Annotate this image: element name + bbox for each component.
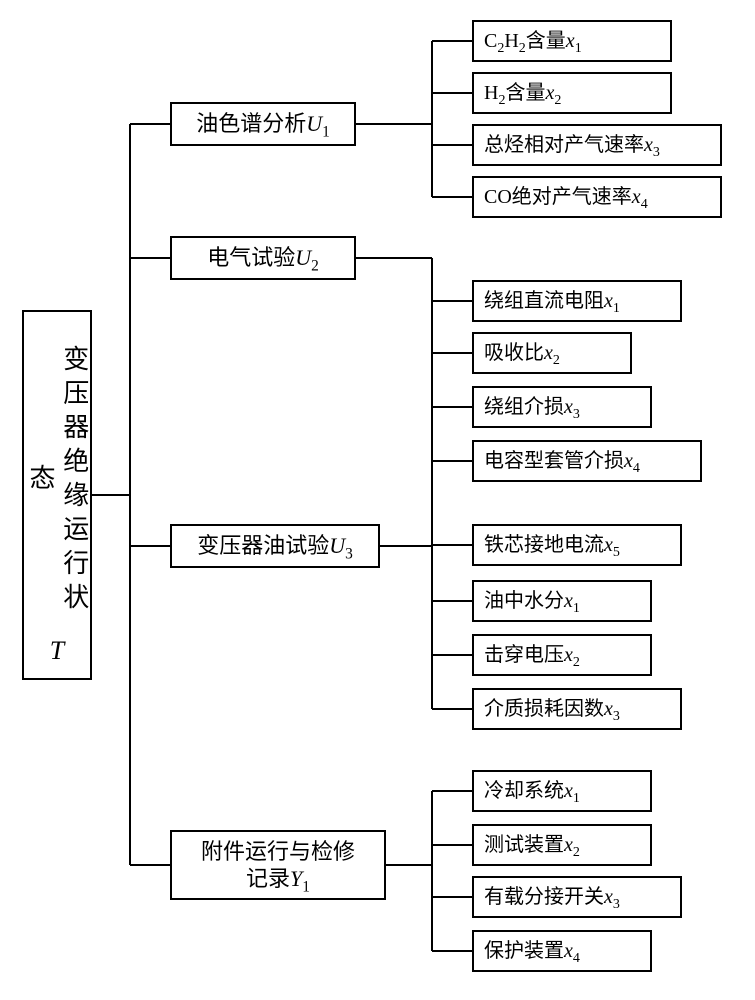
leaf-node-U1-1: H2含量x2 <box>472 72 672 114</box>
leaf-label: CO绝对产气速率x4 <box>484 184 648 210</box>
leaf-node-U2-4: 绕组直流电阻x1 <box>472 280 682 322</box>
leaf-node-Y1-13: 测试装置x2 <box>472 824 652 866</box>
leaf-node-U3-9: 油中水分x1 <box>472 580 652 622</box>
leaf-label: 绕组直流电阻x1 <box>484 288 620 314</box>
leaf-label: 绕组介损x3 <box>484 394 580 420</box>
leaf-label: 吸收比x2 <box>484 340 560 366</box>
leaf-node-U1-2: 总烃相对产气速率x3 <box>472 124 722 166</box>
leaf-node-U2-8: 铁芯接地电流x5 <box>472 524 682 566</box>
leaf-node-U3-11: 介质损耗因数x3 <box>472 688 682 730</box>
leaf-label: 击穿电压x2 <box>484 642 580 668</box>
leaf-label: H2含量x2 <box>484 80 561 106</box>
root-node: 变压器绝缘运行状态 T <box>22 310 92 680</box>
leaf-label: 铁芯接地电流x5 <box>484 532 620 558</box>
leaf-node-U1-0: C2H2含量x1 <box>472 20 672 62</box>
leaf-label: 总烃相对产气速率x3 <box>484 132 660 158</box>
leaf-label: 测试装置x2 <box>484 832 580 858</box>
leaf-label: 介质损耗因数x3 <box>484 696 620 722</box>
leaf-node-U3-10: 击穿电压x2 <box>472 634 652 676</box>
leaf-node-U2-7: 电容型套管介损x4 <box>472 440 702 482</box>
root-symbol: T <box>50 634 64 668</box>
mid-node-U2: 电气试验U2 <box>170 236 356 280</box>
mid-label: 油色谱分析U1 <box>196 110 330 139</box>
leaf-node-U1-3: CO绝对产气速率x4 <box>472 176 722 218</box>
leaf-node-U2-5: 吸收比x2 <box>472 332 632 374</box>
leaf-label: C2H2含量x1 <box>484 28 582 54</box>
root-label: 变压器绝缘运行状态 <box>23 332 91 630</box>
mid-label: 附件运行与检修记录Y1 <box>201 838 355 893</box>
leaf-node-U2-6: 绕组介损x3 <box>472 386 652 428</box>
leaf-label: 保护装置x4 <box>484 938 580 964</box>
leaf-node-Y1-14: 有载分接开关x3 <box>472 876 682 918</box>
leaf-label: 油中水分x1 <box>484 588 580 614</box>
leaf-node-Y1-15: 保护装置x4 <box>472 930 652 972</box>
mid-node-Y1: 附件运行与检修记录Y1 <box>170 830 386 900</box>
leaf-label: 有载分接开关x3 <box>484 884 620 910</box>
mid-label: 电气试验U2 <box>207 244 319 273</box>
mid-label: 变压器油试验U3 <box>197 532 353 561</box>
leaf-node-Y1-12: 冷却系统x1 <box>472 770 652 812</box>
leaf-label: 冷却系统x1 <box>484 778 580 804</box>
mid-node-U1: 油色谱分析U1 <box>170 102 356 146</box>
mid-node-U3: 变压器油试验U3 <box>170 524 380 568</box>
leaf-label: 电容型套管介损x4 <box>484 448 640 474</box>
